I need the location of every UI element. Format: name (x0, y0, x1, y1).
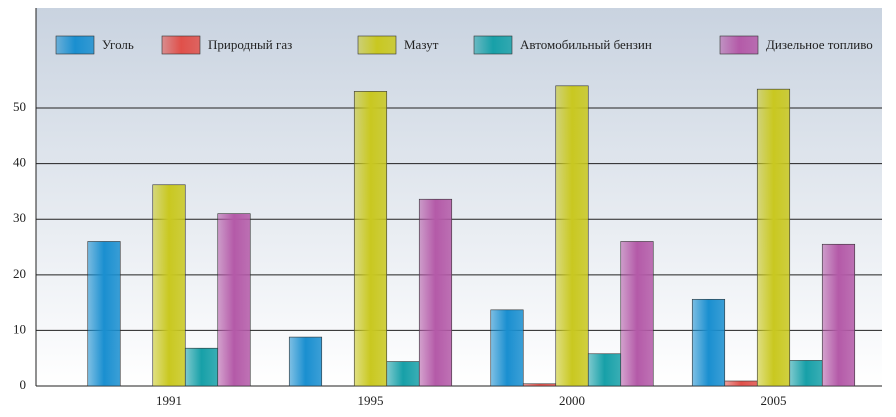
legend-label: Природный газ (208, 37, 292, 52)
legend-label: Дизельное топливо (766, 37, 873, 52)
legend-swatch (161, 35, 201, 55)
x-tick-label: 1995 (358, 393, 384, 408)
bar (724, 380, 758, 387)
legend-label: Уголь (102, 37, 134, 52)
bar (555, 85, 589, 387)
bar (587, 353, 622, 387)
bar (152, 184, 186, 387)
bar (821, 243, 856, 387)
y-tick-label: 0 (20, 377, 27, 392)
bar (522, 383, 557, 387)
y-tick-label: 10 (13, 321, 26, 336)
x-tick-label: 1991 (156, 393, 182, 408)
bar (756, 88, 791, 387)
bar (386, 361, 420, 387)
y-tick-label: 20 (13, 266, 26, 281)
legend-swatch (357, 35, 397, 55)
legend-swatch (719, 35, 759, 55)
bar (490, 309, 524, 387)
legend-swatch (473, 35, 513, 55)
bar (288, 336, 323, 387)
legend-swatch (55, 35, 95, 55)
y-tick-label: 30 (13, 210, 26, 225)
bar (87, 241, 121, 387)
x-tick-label: 2005 (761, 393, 787, 408)
y-tick-label: 50 (13, 99, 26, 114)
x-tick-label: 2000 (559, 393, 585, 408)
bar (789, 360, 823, 387)
legend-label: Мазут (404, 37, 439, 52)
bar (691, 298, 726, 387)
bar (418, 198, 453, 387)
bar (353, 91, 388, 387)
bar (620, 241, 654, 387)
bar (184, 347, 219, 387)
bar (217, 213, 251, 387)
y-tick-label: 40 (13, 155, 26, 170)
legend-label: Автомобильный бензин (520, 37, 652, 52)
